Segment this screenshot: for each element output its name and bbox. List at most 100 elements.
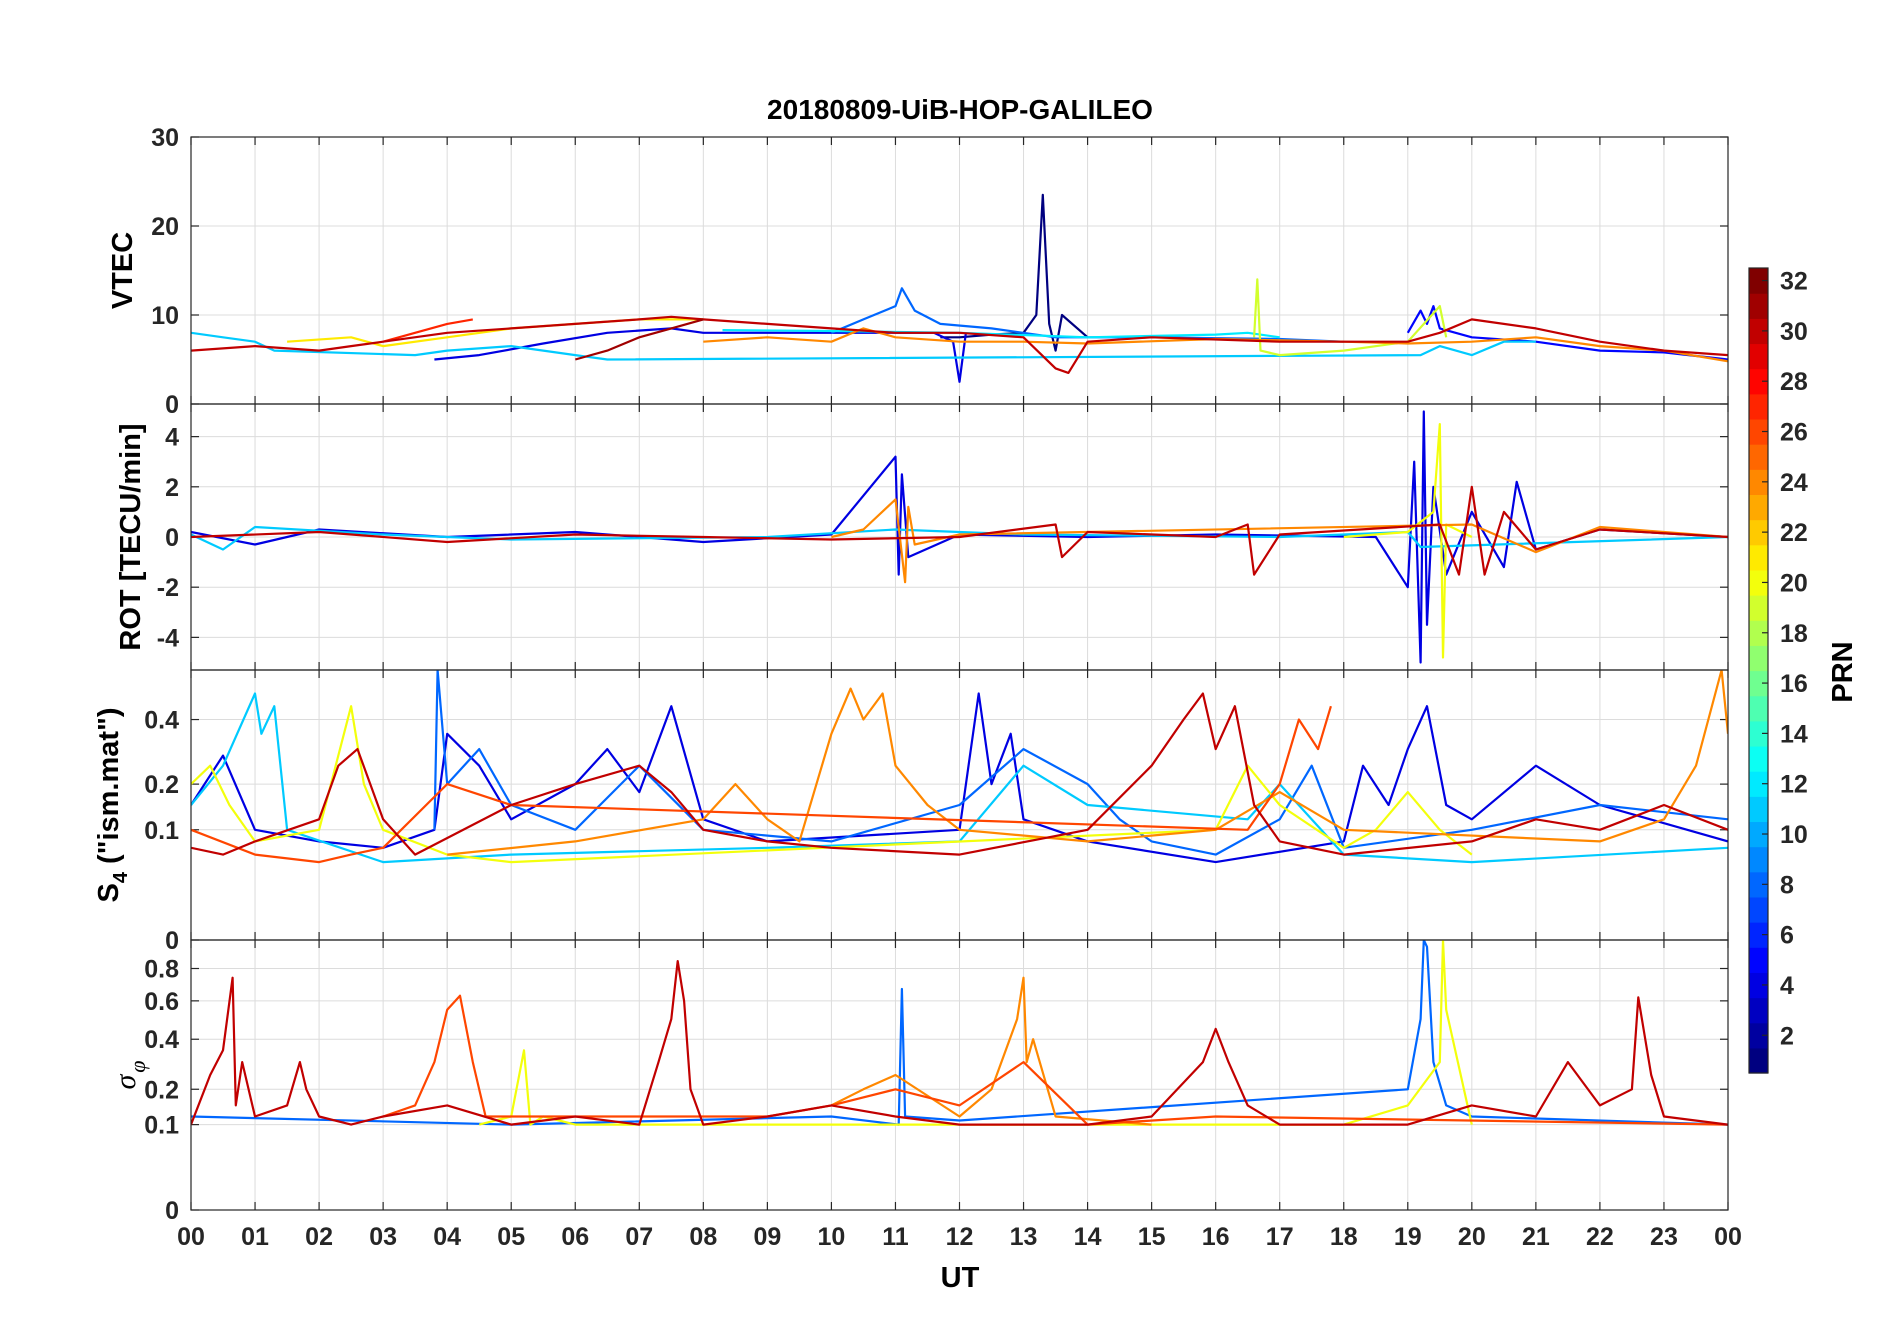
colorbar-segment [1749,544,1768,571]
colorbar-segment [1749,444,1768,470]
colorbar-segment [1749,519,1768,546]
x-tick-label: 21 [1522,1223,1550,1251]
colorbar-segment [1749,569,1768,596]
colorbar-tick-label: 14 [1780,720,1808,748]
x-tick-label: 15 [1138,1223,1166,1251]
x-tick-label: 06 [561,1223,589,1251]
x-tick-label: 02 [305,1223,333,1251]
rot-series-prn-11 [191,525,1728,551]
x-tick-label: 08 [689,1223,717,1251]
x-tick-label: 01 [241,1223,269,1251]
s4-series-group [191,670,1728,864]
y-tick-label: 0.4 [144,1026,179,1054]
x-tick-label: 12 [946,1223,974,1251]
y-tick-label: 2 [165,474,179,502]
x-tick-label: 20 [1458,1223,1486,1251]
colorbar-segment [1749,871,1768,898]
y-tick-label: 0 [165,391,179,419]
colorbar-segment [1749,846,1768,873]
chart-title: 20180809-UiB-HOP-GALILEO [767,94,1153,125]
colorbar-tick-label: 8 [1780,871,1794,899]
colorbar-tick-label: 10 [1780,821,1808,849]
s4-series-prn-20 [191,705,1473,864]
colorbar-segment [1749,595,1768,621]
colorbar-segment [1749,972,1768,999]
s4-series-prn-4 [191,692,1728,864]
y-axis-label: S4 ("ism.mat") [93,708,132,903]
colorbar-segment [1749,469,1768,496]
s4-series-prn-11 [191,692,1728,864]
y-tick-label: 10 [151,302,179,330]
vtec-series-prn-11 [191,331,1536,361]
vtec-series-prn-27 [382,318,473,343]
y-tick-label: 0 [165,1197,179,1225]
colorbar-segment [1749,494,1768,521]
vtec-series-prn-1 [940,193,1089,352]
vtec-series-prn-30 [191,315,1728,374]
colorbar-tick-label: 12 [1780,771,1808,799]
y-tick-label: -4 [157,624,179,652]
panel-frame [190,939,1729,1211]
y-tick-label: 0.1 [144,1112,179,1140]
x-tick-label: 16 [1202,1223,1230,1251]
vtec-series-prn-12 [722,329,1280,339]
colorbar-segment [1749,343,1768,370]
y-tick-label: 0 [165,927,179,955]
vtec-series-prn-5 [1406,305,1728,361]
x-tick-label: 03 [369,1223,397,1251]
sigma_phi-series-prn-30 [191,960,1728,1126]
vtec-series-prn-4 [434,327,967,383]
colorbar-segment [1749,418,1768,445]
x-tick-label: 09 [753,1223,781,1251]
colorbar-segment [1749,997,1768,1024]
panel-vtec: 0 10 20 30 VTEC [107,124,1729,419]
vtec-series-prn-19 [1253,278,1448,357]
colorbar-segment [1749,318,1768,345]
colorbar-segment [1749,947,1768,973]
s4-series-prn-24 [447,670,1728,856]
colorbar-tick-label: 22 [1780,519,1808,547]
vtec-series-prn-31 [575,318,704,361]
colorbar-segment [1749,1022,1768,1049]
x-tick-label: 07 [625,1223,653,1251]
s4-series-prn-26 [191,705,1332,864]
y-tick-label: -2 [157,574,179,602]
x-tick-label: 22 [1586,1223,1614,1251]
colorbar-segment [1749,670,1768,697]
colorbar-segment [1749,368,1768,395]
colorbar-segment [1749,821,1768,848]
panel-rot: -4 -2 0 2 4 ROT [TECU/min] [115,403,1729,671]
x-tick-label: 00 [1714,1223,1742,1251]
x-tick-label: 13 [1010,1223,1038,1251]
x-tick-label: 04 [433,1223,461,1251]
sigma_phi-series-group [191,940,1728,1126]
colorbar-tick-label: 32 [1780,268,1808,296]
colorbar-tick-label: 26 [1780,419,1808,447]
x-axis: 00 01 02 03 04 05 06 07 08 09 10 11 12 13 14 15 16 17 18 19… [177,1223,1742,1251]
colorbar-segment [1749,293,1768,319]
vtec-series-prn-24 [703,327,1728,363]
x-tick-label: 10 [818,1223,846,1251]
y-axis-label: ROT [TECU/min] [115,423,147,650]
colorbar-segment [1749,645,1768,672]
x-tick-label: 14 [1074,1223,1102,1251]
colorbar-segment [1749,771,1768,797]
s4-series-prn-8 [433,670,1728,856]
x-axis-label: UT [941,1262,980,1294]
rot-series-group [191,410,1728,664]
colorbar-segment [1749,268,1768,294]
x-tick-label: 05 [497,1223,525,1251]
colorbar-tick-label: 6 [1780,922,1794,950]
y-tick-label: 30 [151,124,179,152]
y-tick-label: 0 [165,524,179,552]
y-tick-label: 0.8 [144,956,179,984]
colorbar-tick-label: 4 [1780,972,1794,1000]
panel-s4: 0.1 0.2 0.4 0 S4 ("ism.mat") [93,669,1729,955]
vtec-series-group [191,193,1728,383]
colorbar-segment [1749,720,1768,747]
y-tick-label: 4 [165,424,179,452]
colorbar-segment [1749,695,1768,722]
colorbar-tick-label: 20 [1780,569,1808,597]
